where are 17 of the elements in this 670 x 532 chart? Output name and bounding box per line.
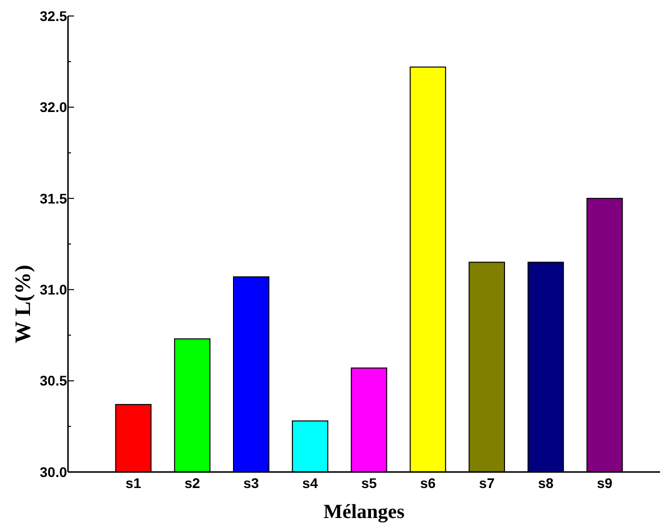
x-tick-label: s2 xyxy=(184,475,200,491)
y-tick-label: 30.0 xyxy=(40,464,68,480)
y-tick-label: 31.0 xyxy=(40,282,68,298)
y-tick-label: 32.0 xyxy=(40,99,68,116)
x-tick-label: s3 xyxy=(243,475,260,491)
x-tick-label: s4 xyxy=(302,475,318,491)
x-tick-label: s7 xyxy=(479,475,495,491)
x-tick-label: s1 xyxy=(126,475,142,491)
y-tick-label: 30.5 xyxy=(40,372,68,389)
y-tick-label: 32.5 xyxy=(40,8,68,24)
x-tick-label: s6 xyxy=(420,475,436,491)
x-axis-title: Mélanges xyxy=(323,501,405,523)
x-tick-label: s8 xyxy=(538,475,554,491)
y-tick-label: 31.5 xyxy=(40,190,68,206)
x-tick-label: s9 xyxy=(596,475,613,491)
x-tick-label: s5 xyxy=(361,475,377,491)
y-axis-title: W L(%) xyxy=(10,264,35,344)
